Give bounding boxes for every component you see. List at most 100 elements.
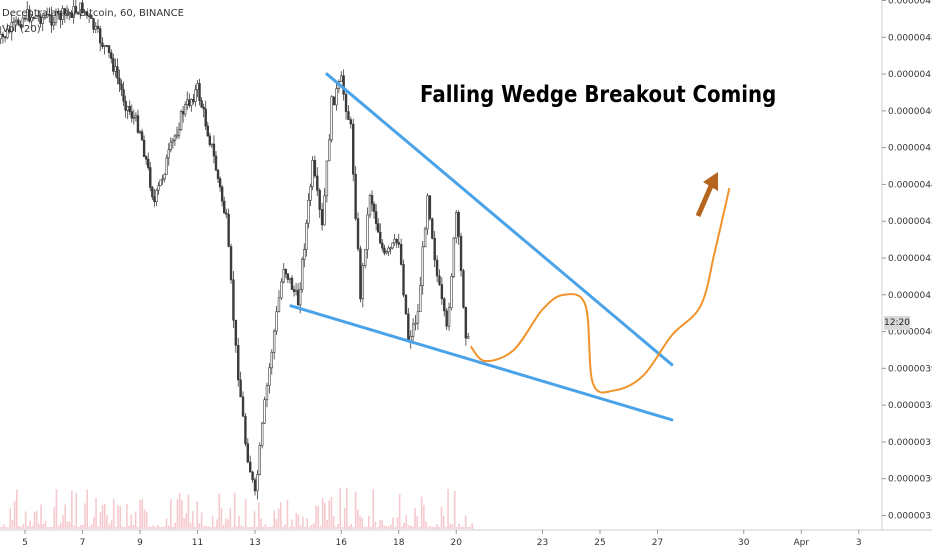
candle-body: [124, 100, 127, 111]
candle-body: [393, 238, 396, 244]
candle-body: [28, 9, 31, 22]
projected-path-curve[interactable]: [469, 187, 731, 394]
volume-bar: [71, 490, 73, 529]
x-tick-label: 11: [192, 538, 203, 548]
volume-bar: [170, 499, 172, 529]
candle-body: [157, 185, 160, 191]
volume-bar: [154, 526, 157, 529]
candle-body: [204, 108, 207, 127]
candle-body: [426, 195, 429, 230]
x-tick-label: 16: [336, 538, 348, 548]
volume-bar: [119, 505, 122, 529]
volume-bar: [57, 525, 60, 529]
candle-body: [163, 173, 166, 180]
drawing-layer[interactable]: [289, 72, 731, 422]
candle-body: [280, 281, 283, 299]
volume-bar: [229, 507, 232, 529]
volume-bar: [97, 526, 100, 529]
volume-bar: [123, 526, 126, 529]
volume-bar: [121, 526, 124, 529]
price-axis[interactable]: 0.00000350 0.00000360 0.00000370 0.00000380…: [882, 0, 932, 522]
volume-bar: [16, 489, 18, 529]
candle-body: [94, 25, 97, 30]
candle-body: [21, 17, 24, 27]
candle-body: [404, 294, 408, 315]
volume-bar: [132, 524, 135, 529]
volume-bar: [40, 504, 42, 529]
chart-annotation-text[interactable]: Falling Wedge Breakout Coming: [420, 82, 777, 108]
candle-body: [263, 399, 266, 424]
x-tick-label: 30: [738, 538, 750, 548]
candle-body: [395, 238, 398, 243]
x-tick-label: 23: [537, 538, 548, 548]
volume-bar: [64, 504, 67, 529]
volume-bar: [264, 524, 267, 529]
volume-bar: [75, 492, 78, 529]
volume-bar: [181, 500, 183, 529]
candle-body: [140, 131, 144, 141]
candle-body: [368, 195, 372, 216]
volume-bars: [0, 487, 474, 529]
volume-bar: [22, 523, 25, 529]
volume-bar: [394, 526, 397, 529]
candle-body: [352, 123, 355, 175]
wedge-upper-trendline[interactable]: [325, 72, 674, 367]
volume-bar: [139, 500, 141, 529]
candle-body: [414, 322, 417, 325]
candle-body: [90, 15, 93, 19]
y-tick-label: 0.00000420: [888, 254, 932, 264]
volume-bar: [178, 492, 181, 529]
candle-body: [76, 12, 80, 15]
breakout-arrow-icon[interactable]: [695, 172, 718, 217]
volume-bar: [216, 519, 218, 529]
volume-bar: [115, 526, 117, 529]
candle-body: [292, 289, 296, 292]
candle-body: [241, 396, 245, 417]
candle-body: [202, 106, 205, 110]
y-tick-label: 0.00000480: [888, 33, 932, 43]
volume-bar: [214, 526, 216, 529]
candle-body: [370, 195, 374, 205]
volume-bar: [310, 524, 313, 529]
volume-bar: [49, 526, 51, 529]
candle-body: [103, 45, 106, 47]
candle-body: [151, 187, 154, 198]
candle-body: [332, 96, 336, 106]
volume-bar: [335, 526, 337, 529]
volume-indicator-label[interactable]: Vol (20): [2, 24, 41, 35]
candle-body: [130, 111, 133, 119]
volume-bar: [447, 488, 449, 529]
volume-bar: [95, 498, 97, 529]
volume-bar: [240, 525, 243, 529]
candle-body: [438, 275, 441, 285]
candle-body: [428, 195, 432, 220]
candle-body: [196, 83, 199, 90]
candle-body: [381, 242, 384, 249]
time-axis[interactable]: 5 7 9 11 13 16 18 20 23 25 27 30 Apr 3: [22, 530, 862, 548]
candle-body: [272, 330, 276, 353]
volume-bar: [293, 526, 295, 529]
candle-body: [459, 236, 463, 272]
volume-bar: [203, 526, 205, 529]
volume-bar: [225, 518, 227, 529]
candle-body: [147, 158, 150, 168]
candle-body: [110, 52, 113, 59]
volume-bar: [396, 517, 399, 529]
volume-bar: [306, 518, 309, 529]
volume-bar: [456, 526, 458, 529]
candle-body: [61, 8, 64, 20]
volume-bar: [431, 526, 434, 529]
volume-bar: [374, 521, 377, 529]
candle-body: [192, 99, 195, 102]
price-candles: [0, 0, 470, 500]
symbol-title[interactable]: Decentraland / Bitcoin, 60, BINANCE: [2, 8, 184, 19]
wedge-lower-trendline[interactable]: [289, 304, 674, 422]
candle-body: [435, 259, 439, 277]
volume-bar: [148, 526, 150, 529]
current-time-tag: 12:20: [884, 316, 910, 330]
candle-body: [232, 279, 235, 321]
candle-body: [120, 83, 123, 91]
volume-bar: [302, 516, 304, 529]
candle-body: [222, 200, 226, 214]
